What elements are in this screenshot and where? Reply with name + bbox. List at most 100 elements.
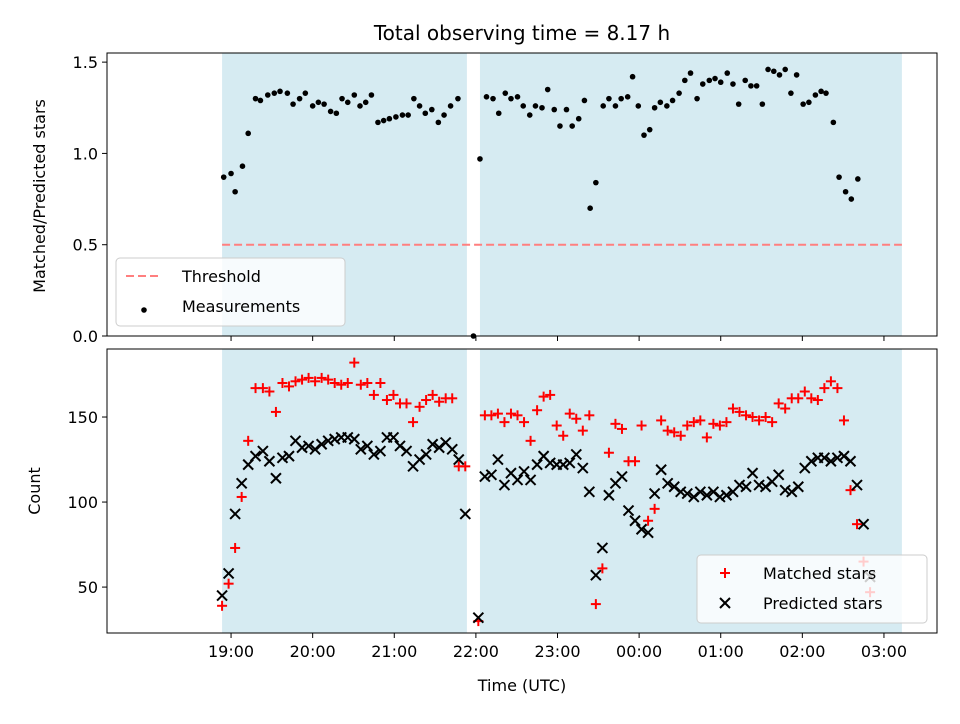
bottom-matched-point bbox=[734, 406, 745, 417]
x-marker-b bbox=[505, 467, 517, 479]
top-y-tick-label: 0.0 bbox=[73, 327, 98, 346]
x-marker-b bbox=[485, 469, 498, 481]
top-measurement-point bbox=[612, 103, 619, 109]
top-axes-frame bbox=[106, 52, 938, 337]
top-measurement-point bbox=[447, 103, 454, 109]
bottom-predicted-point bbox=[485, 469, 498, 481]
x-marker-b bbox=[720, 489, 733, 501]
top-measurement-point bbox=[735, 101, 742, 107]
x-marker-b bbox=[322, 435, 334, 447]
top-measurement-point bbox=[411, 95, 417, 102]
top-measurement-point bbox=[514, 94, 521, 100]
bottom-matched-point bbox=[714, 420, 725, 431]
x-axis-label: Time (UTC) bbox=[477, 676, 566, 695]
top-measurement-point bbox=[557, 123, 563, 129]
top-measurement-point bbox=[551, 106, 558, 113]
bottom-matched-point bbox=[277, 378, 288, 389]
x-marker-b bbox=[355, 443, 367, 456]
bottom-predicted-point bbox=[355, 443, 367, 456]
x-marker-b bbox=[472, 611, 485, 624]
x-marker-b bbox=[772, 469, 785, 481]
bottom-predicted-point bbox=[263, 455, 276, 467]
x-marker-b bbox=[446, 443, 458, 456]
top-measurement-point bbox=[539, 104, 545, 111]
bottom-predicted-point bbox=[302, 440, 315, 452]
x-marker-b bbox=[577, 462, 589, 474]
top-measurement-point bbox=[699, 81, 706, 87]
top-measurement-point bbox=[490, 95, 496, 102]
top-measurement-point bbox=[682, 77, 688, 84]
bottom-matched-point bbox=[806, 393, 817, 404]
top-measurement-point bbox=[508, 95, 514, 102]
x-marker-b bbox=[648, 487, 661, 500]
top-measurement-point bbox=[386, 115, 393, 122]
bottom-predicted-point bbox=[759, 481, 772, 493]
bottom-predicted-point bbox=[296, 441, 308, 454]
bottom-matched-point bbox=[349, 357, 360, 368]
bottom-predicted-point bbox=[387, 431, 400, 444]
x-marker-b bbox=[537, 450, 550, 462]
x-marker-b bbox=[229, 508, 241, 520]
bottom-matched-point bbox=[767, 417, 778, 428]
top-measurement-point bbox=[502, 90, 509, 96]
top-y-tick-label: 1.0 bbox=[73, 144, 98, 163]
x-marker-b bbox=[655, 464, 667, 476]
bottom-matched-point bbox=[852, 519, 863, 530]
bottom-predicted-point bbox=[707, 486, 720, 498]
x-marker-b bbox=[622, 504, 635, 517]
bottom-predicted-point bbox=[433, 441, 445, 454]
x-marker-b bbox=[420, 448, 432, 461]
top-measurement-point bbox=[429, 106, 435, 113]
x-marker-b bbox=[216, 589, 228, 602]
top-legend-box bbox=[115, 257, 346, 327]
bottom-matched-point bbox=[303, 372, 314, 383]
x-marker-b bbox=[348, 433, 360, 445]
bottom-matched-point bbox=[610, 418, 621, 429]
x-marker-b bbox=[374, 445, 387, 457]
bottom-matched-point bbox=[329, 378, 340, 389]
bottom-matched-point bbox=[819, 383, 830, 394]
x-marker-b bbox=[779, 484, 791, 496]
bottom-matched-point bbox=[368, 389, 379, 400]
bottom-predicted-point bbox=[583, 486, 596, 498]
bottom-matched-point bbox=[217, 600, 228, 611]
bottom-matched-point bbox=[264, 386, 275, 397]
x-marker-b bbox=[222, 567, 235, 580]
top-measurement-point bbox=[842, 188, 849, 195]
top-measurement-point bbox=[629, 73, 636, 80]
top-measurement-point bbox=[228, 170, 234, 177]
bottom-matched-point bbox=[362, 378, 373, 389]
bottom-predicted-point bbox=[714, 491, 726, 503]
bottom-matched-point bbox=[297, 374, 308, 385]
bottom-predicted-point bbox=[720, 489, 733, 501]
bottom-matched-point bbox=[421, 395, 432, 406]
bottom-matched-point bbox=[799, 386, 810, 397]
top-y-tick-label: 1.5 bbox=[73, 53, 98, 72]
x-marker-b bbox=[289, 435, 302, 447]
x-tick-label: 00:00 bbox=[616, 642, 662, 661]
top-measurement-point bbox=[416, 103, 423, 109]
x-tick-label: 19:00 bbox=[208, 642, 254, 661]
bottom-predicted-point bbox=[694, 486, 707, 498]
bottom-predicted-point bbox=[570, 448, 582, 461]
x-marker-b bbox=[688, 491, 700, 503]
x-tick-label: 02:00 bbox=[779, 642, 825, 661]
x-marker-b bbox=[426, 438, 439, 450]
top-measurement-point bbox=[730, 81, 736, 87]
top-measurement-point bbox=[422, 110, 429, 117]
top-observing-window bbox=[479, 53, 902, 336]
bottom-matched-point bbox=[721, 417, 732, 428]
bottom-predicted-point bbox=[557, 458, 569, 471]
bottom-matched-point bbox=[597, 563, 608, 574]
x-marker-b bbox=[733, 479, 746, 491]
x-marker-b bbox=[296, 441, 308, 454]
bottom-matched-point bbox=[342, 378, 353, 389]
x-marker-b bbox=[270, 472, 282, 484]
bottom-matched-point bbox=[727, 403, 738, 414]
bottom-matched-point bbox=[310, 376, 321, 387]
top-measurement-point bbox=[593, 179, 599, 186]
x-marker-b bbox=[557, 458, 569, 471]
x-marker-b bbox=[531, 458, 543, 471]
x-marker-b bbox=[570, 448, 582, 461]
